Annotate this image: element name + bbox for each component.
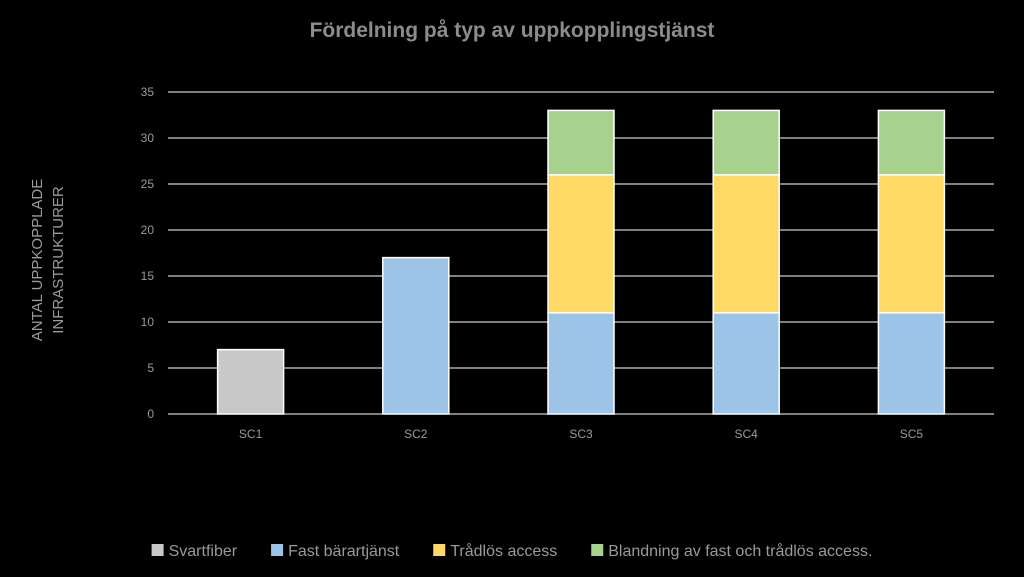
y-tick-label: 35 — [141, 85, 155, 99]
legend-item: Trådlös access — [433, 542, 557, 560]
x-tick-label: SC3 — [569, 427, 593, 441]
chart-title: Fördelning på typ av uppkopplingstjänst — [310, 19, 715, 42]
bar-segment — [712, 174, 780, 314]
legend-label: Trådlös access — [450, 542, 557, 560]
y-tick-label: 25 — [141, 177, 155, 191]
y-axis-ticks: 0 5 10 15 20 25 30 35 — [141, 85, 155, 421]
y-tick-label: 5 — [147, 361, 154, 375]
bar-segment — [877, 174, 946, 314]
bar-segment — [547, 312, 615, 415]
legend-label: Svartfiber — [169, 543, 238, 560]
x-tick-label: SC4 — [735, 427, 759, 441]
bar-segment — [877, 109, 946, 176]
bar-segment — [712, 109, 780, 176]
legend-item: Svartfiber — [151, 543, 238, 560]
x-tick-label: SC1 — [239, 427, 263, 441]
y-tick-label: 30 — [141, 131, 155, 145]
legend-swatch — [151, 544, 164, 556]
y-tick-label: 0 — [147, 407, 154, 421]
bars — [216, 109, 946, 415]
bar-segment — [877, 312, 946, 415]
y-axis-label-line: ANTAL UPPKOPPLADE — [29, 179, 46, 342]
legend: Svartfiber Fast bärartjänst Trådlös access… — [151, 542, 872, 560]
bar-segment — [382, 256, 450, 415]
bar-segment — [547, 109, 615, 176]
y-tick-label: 15 — [141, 269, 155, 283]
y-tick-label: 10 — [141, 315, 155, 329]
legend-label: Fast bärartjänst — [288, 543, 400, 560]
legend-swatch — [271, 544, 284, 556]
legend-item: Fast bärartjänst — [271, 543, 400, 560]
x-tick-label: SC2 — [404, 427, 428, 441]
x-tick-label: SC5 — [900, 427, 924, 441]
y-axis-label: ANTAL UPPKOPPLADE INFRASTRUKTURER — [29, 179, 67, 342]
bar-segment — [712, 312, 780, 415]
bar-segment — [216, 348, 285, 415]
x-axis-ticks: SC1 SC2 SC3 SC4 SC5 — [239, 427, 923, 441]
y-tick-label: 20 — [141, 223, 155, 237]
legend-label: Blandning av fast och trådlös access. — [608, 542, 872, 560]
legend-item: Blandning av fast och trådlös access. — [591, 542, 872, 560]
bar-segment — [547, 174, 615, 314]
legend-swatch — [433, 544, 446, 556]
legend-swatch — [591, 544, 604, 556]
y-axis-label-line: INFRASTRUKTURER — [50, 186, 67, 334]
